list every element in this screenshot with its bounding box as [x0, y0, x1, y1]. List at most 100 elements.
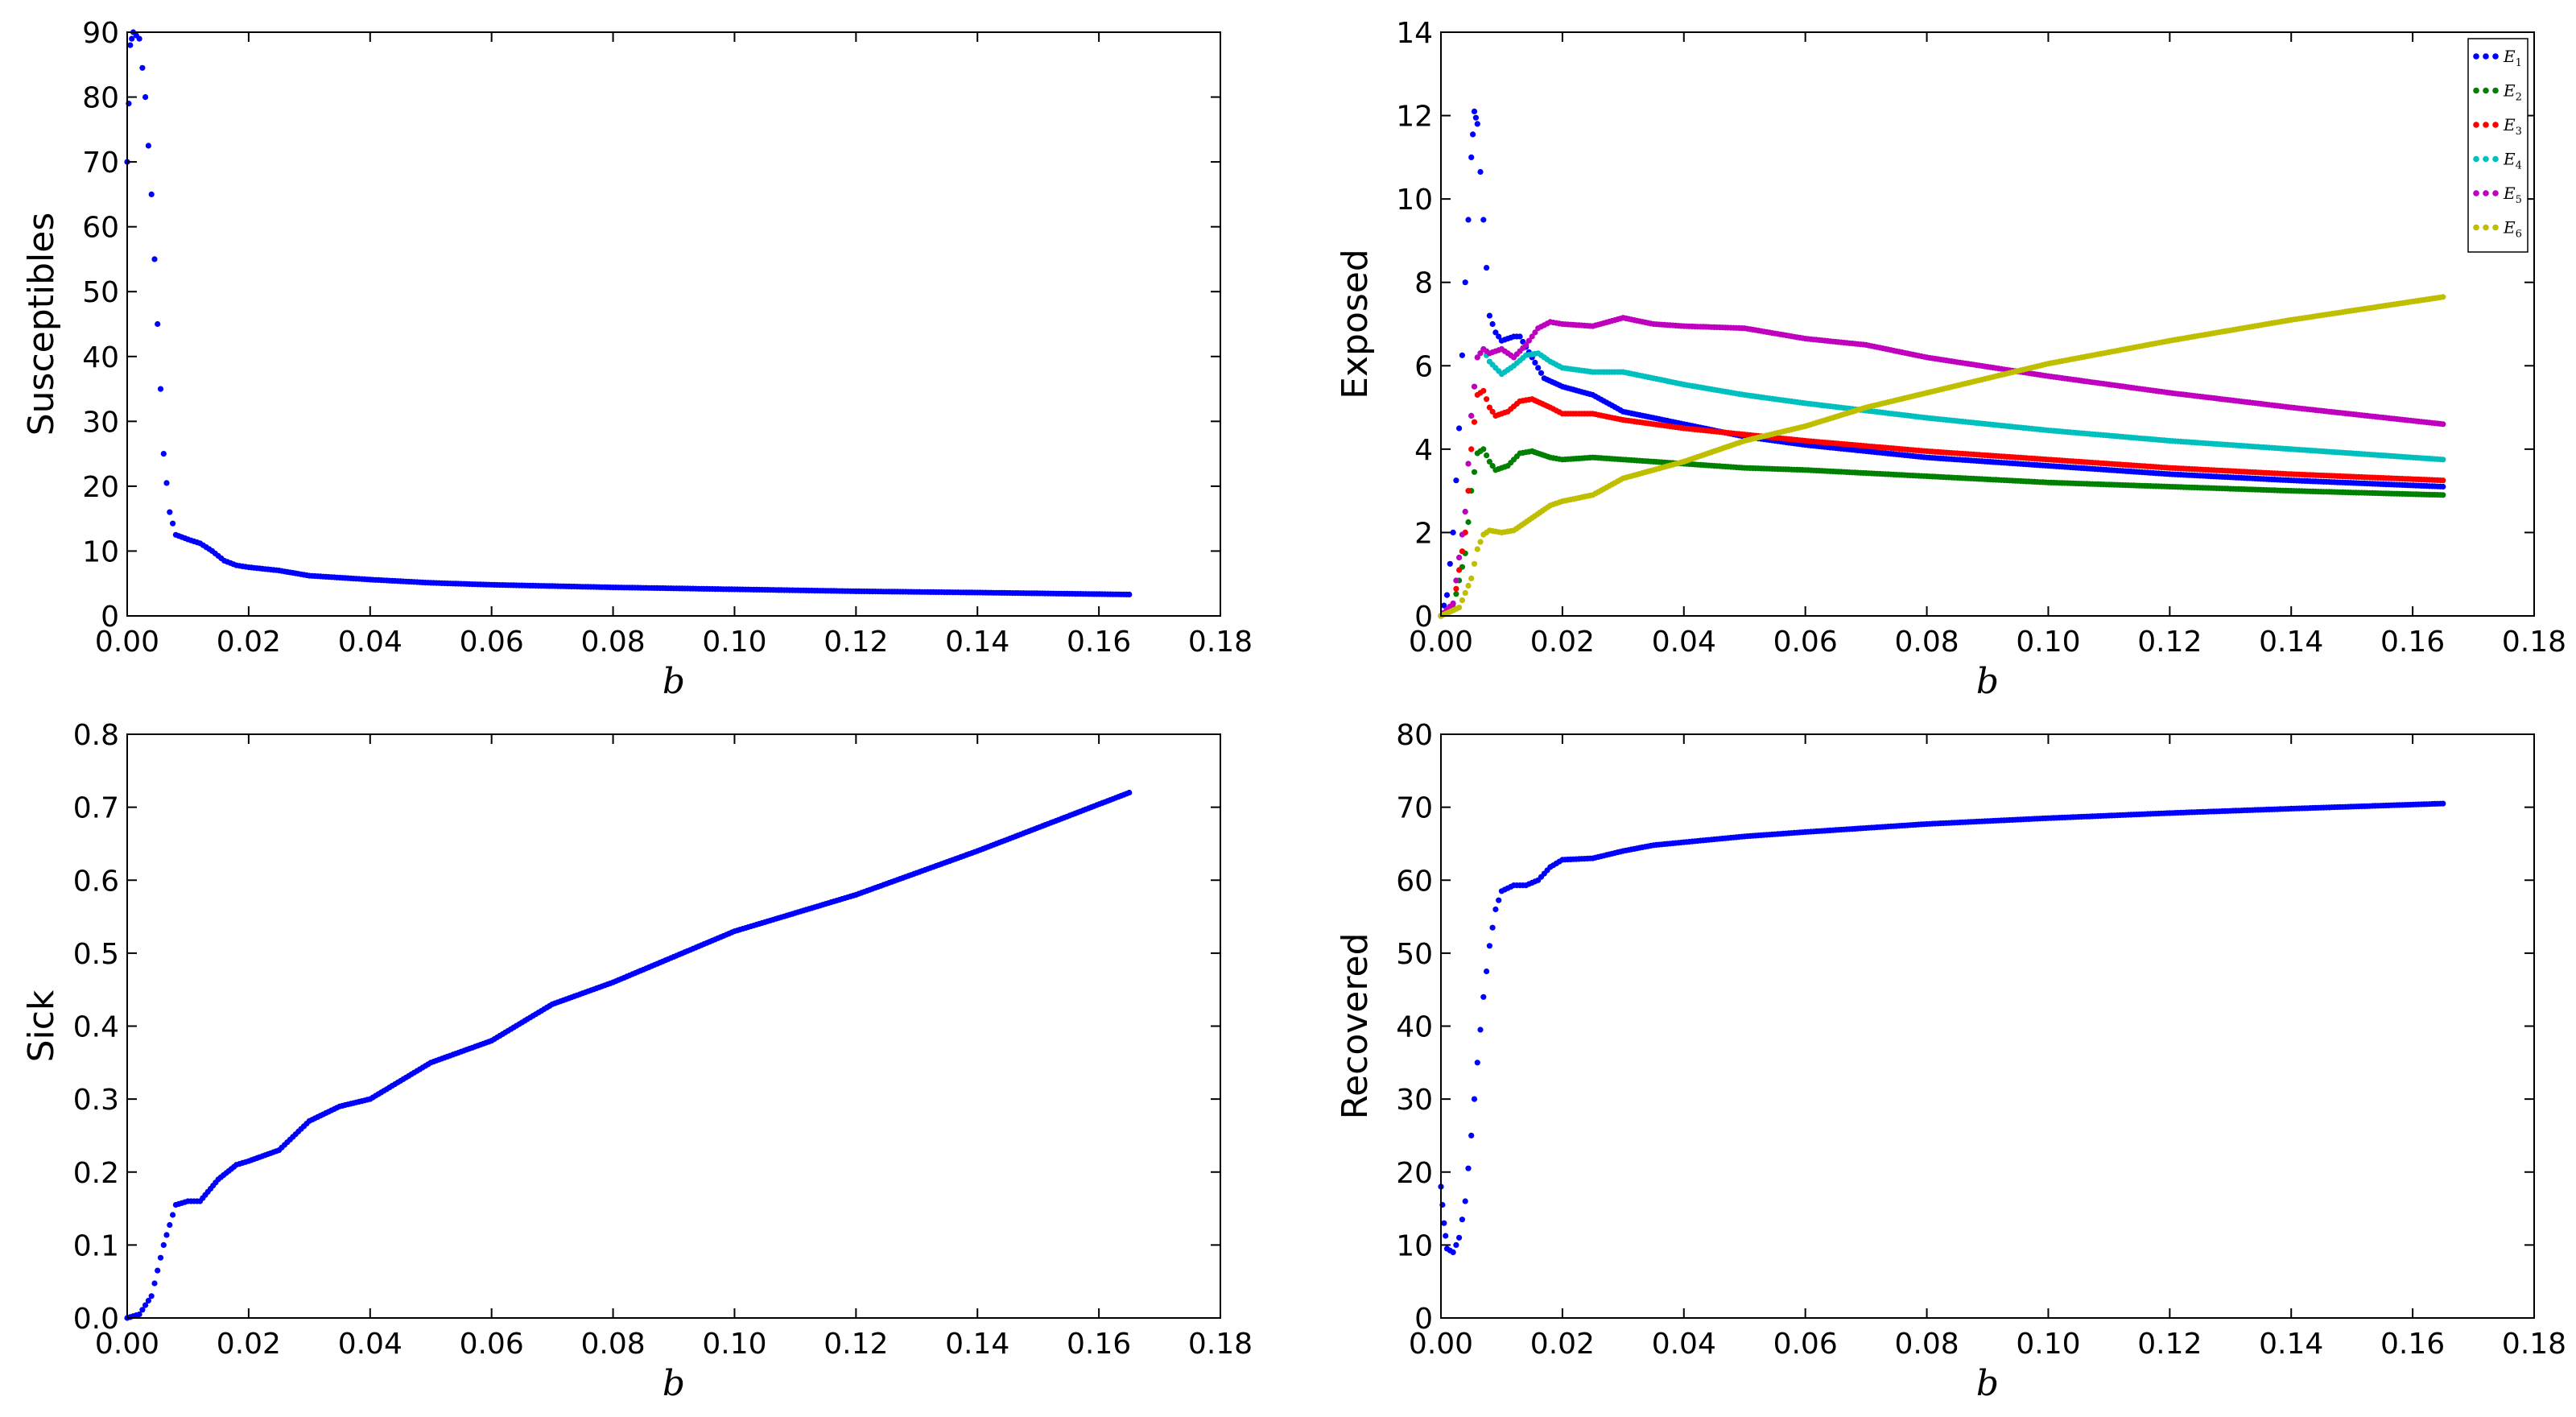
data-point [1480, 387, 1487, 394]
legend-label: E4 [2503, 150, 2522, 172]
series-R [1438, 800, 2446, 1255]
y-tick-label: 14 [1396, 17, 1433, 50]
data-point [1453, 1241, 1459, 1248]
data-point [1477, 350, 1484, 357]
data-point [1471, 1096, 1478, 1102]
y-tick-label: 0.2 [73, 1157, 119, 1190]
legend-box [2467, 38, 2529, 253]
data-point [1462, 508, 1468, 515]
x-axis-label: b [1976, 1363, 1999, 1404]
legend-label-subscript: 2 [2516, 92, 2522, 104]
x-tick-label: 0.18 [1188, 626, 1253, 659]
legend-label-subscript: 6 [2516, 229, 2522, 241]
data-point [1443, 1233, 1449, 1239]
legend-label-name: E [2503, 81, 2516, 101]
x-tick-label: 0.14 [945, 1328, 1009, 1361]
data-point [1471, 419, 1478, 425]
data-point [1489, 463, 1496, 469]
axes-frame [1440, 31, 2535, 617]
legend-marker [2483, 87, 2489, 94]
data-point [139, 1307, 146, 1313]
legend-marker [2492, 224, 2499, 231]
data-point [1489, 408, 1496, 415]
data-point [1529, 333, 1535, 340]
data-point [1489, 320, 1496, 328]
legend-marker [2473, 53, 2479, 60]
y-tick-label: 0 [101, 601, 119, 634]
data-point [1496, 333, 1502, 340]
data-point [1459, 531, 1465, 538]
x-tick-label: 0.04 [1652, 1328, 1716, 1361]
data-point [1453, 477, 1459, 484]
series-E1 [1438, 108, 2446, 619]
data-point [1525, 337, 1532, 344]
y-axis-label: Susceptibles [21, 213, 62, 436]
y-tick-label: 10 [1396, 184, 1433, 217]
data-point [160, 451, 167, 457]
data-point [155, 1267, 161, 1274]
data-point [1486, 458, 1492, 465]
y-tick-label: 60 [1396, 865, 1433, 898]
x-tick-label: 0.12 [824, 626, 888, 659]
x-tick-label: 0.02 [1530, 1328, 1595, 1361]
data-point [1477, 539, 1484, 545]
data-point [1459, 1217, 1465, 1223]
data-point [1126, 591, 1133, 598]
data-point [1471, 383, 1478, 390]
data-point [136, 1311, 142, 1318]
data-point [1532, 359, 1538, 366]
y-tick-label: 30 [82, 406, 119, 439]
data-point [1472, 114, 1479, 121]
data-point [170, 1212, 176, 1218]
x-axis-label: b [1976, 661, 1999, 702]
data-point [139, 64, 146, 71]
legend-label-name: E [2503, 184, 2516, 203]
data-point [142, 94, 149, 101]
series-S [124, 29, 1133, 598]
x-tick-label: 0.00 [95, 626, 159, 659]
y-tick-label: 0 [1414, 601, 1433, 634]
y-tick-label: 0.0 [73, 1303, 119, 1336]
data-point [1462, 1198, 1468, 1204]
data-point [1453, 585, 1459, 592]
data-point [142, 1302, 149, 1308]
data-point [148, 191, 155, 197]
y-tick-label: 0.1 [73, 1229, 119, 1262]
data-point [2440, 477, 2446, 484]
data-point [1456, 425, 1463, 432]
y-tick-label: 50 [1396, 938, 1433, 971]
x-tick-label: 0.16 [2380, 626, 2445, 659]
y-tick-label: 0.3 [73, 1084, 119, 1117]
data-point [1486, 312, 1492, 319]
data-point [1468, 575, 1475, 582]
data-point [1465, 582, 1472, 589]
x-tick-label: 0.06 [1773, 1328, 1838, 1361]
x-tick-label: 0.08 [580, 626, 645, 659]
data-point [151, 1280, 158, 1287]
data-point [157, 1254, 164, 1261]
data-point [1484, 968, 1490, 975]
legend-marker [2473, 224, 2479, 231]
data-point [1462, 589, 1468, 597]
data-point [1480, 446, 1487, 452]
y-tick-label: 40 [82, 341, 119, 374]
x-tick-label: 0.14 [2259, 1328, 2323, 1361]
legend-entry: E5 [2473, 184, 2522, 206]
data-point [1538, 370, 1545, 376]
data-point [1471, 469, 1478, 475]
data-point [2440, 800, 2446, 807]
legend-entry: E4 [2473, 150, 2522, 172]
legend-label: E6 [2503, 218, 2522, 241]
legend-entry: E2 [2473, 81, 2522, 104]
y-tick-label: 6 [1414, 350, 1433, 383]
x-tick-label: 0.18 [1188, 1328, 1253, 1361]
legend-marker [2473, 190, 2479, 196]
x-tick-label: 0.06 [460, 626, 524, 659]
data-point [1492, 906, 1499, 913]
data-point [1523, 341, 1530, 348]
data-point [1486, 943, 1492, 949]
data-point [1471, 560, 1478, 567]
data-point [1465, 518, 1472, 526]
